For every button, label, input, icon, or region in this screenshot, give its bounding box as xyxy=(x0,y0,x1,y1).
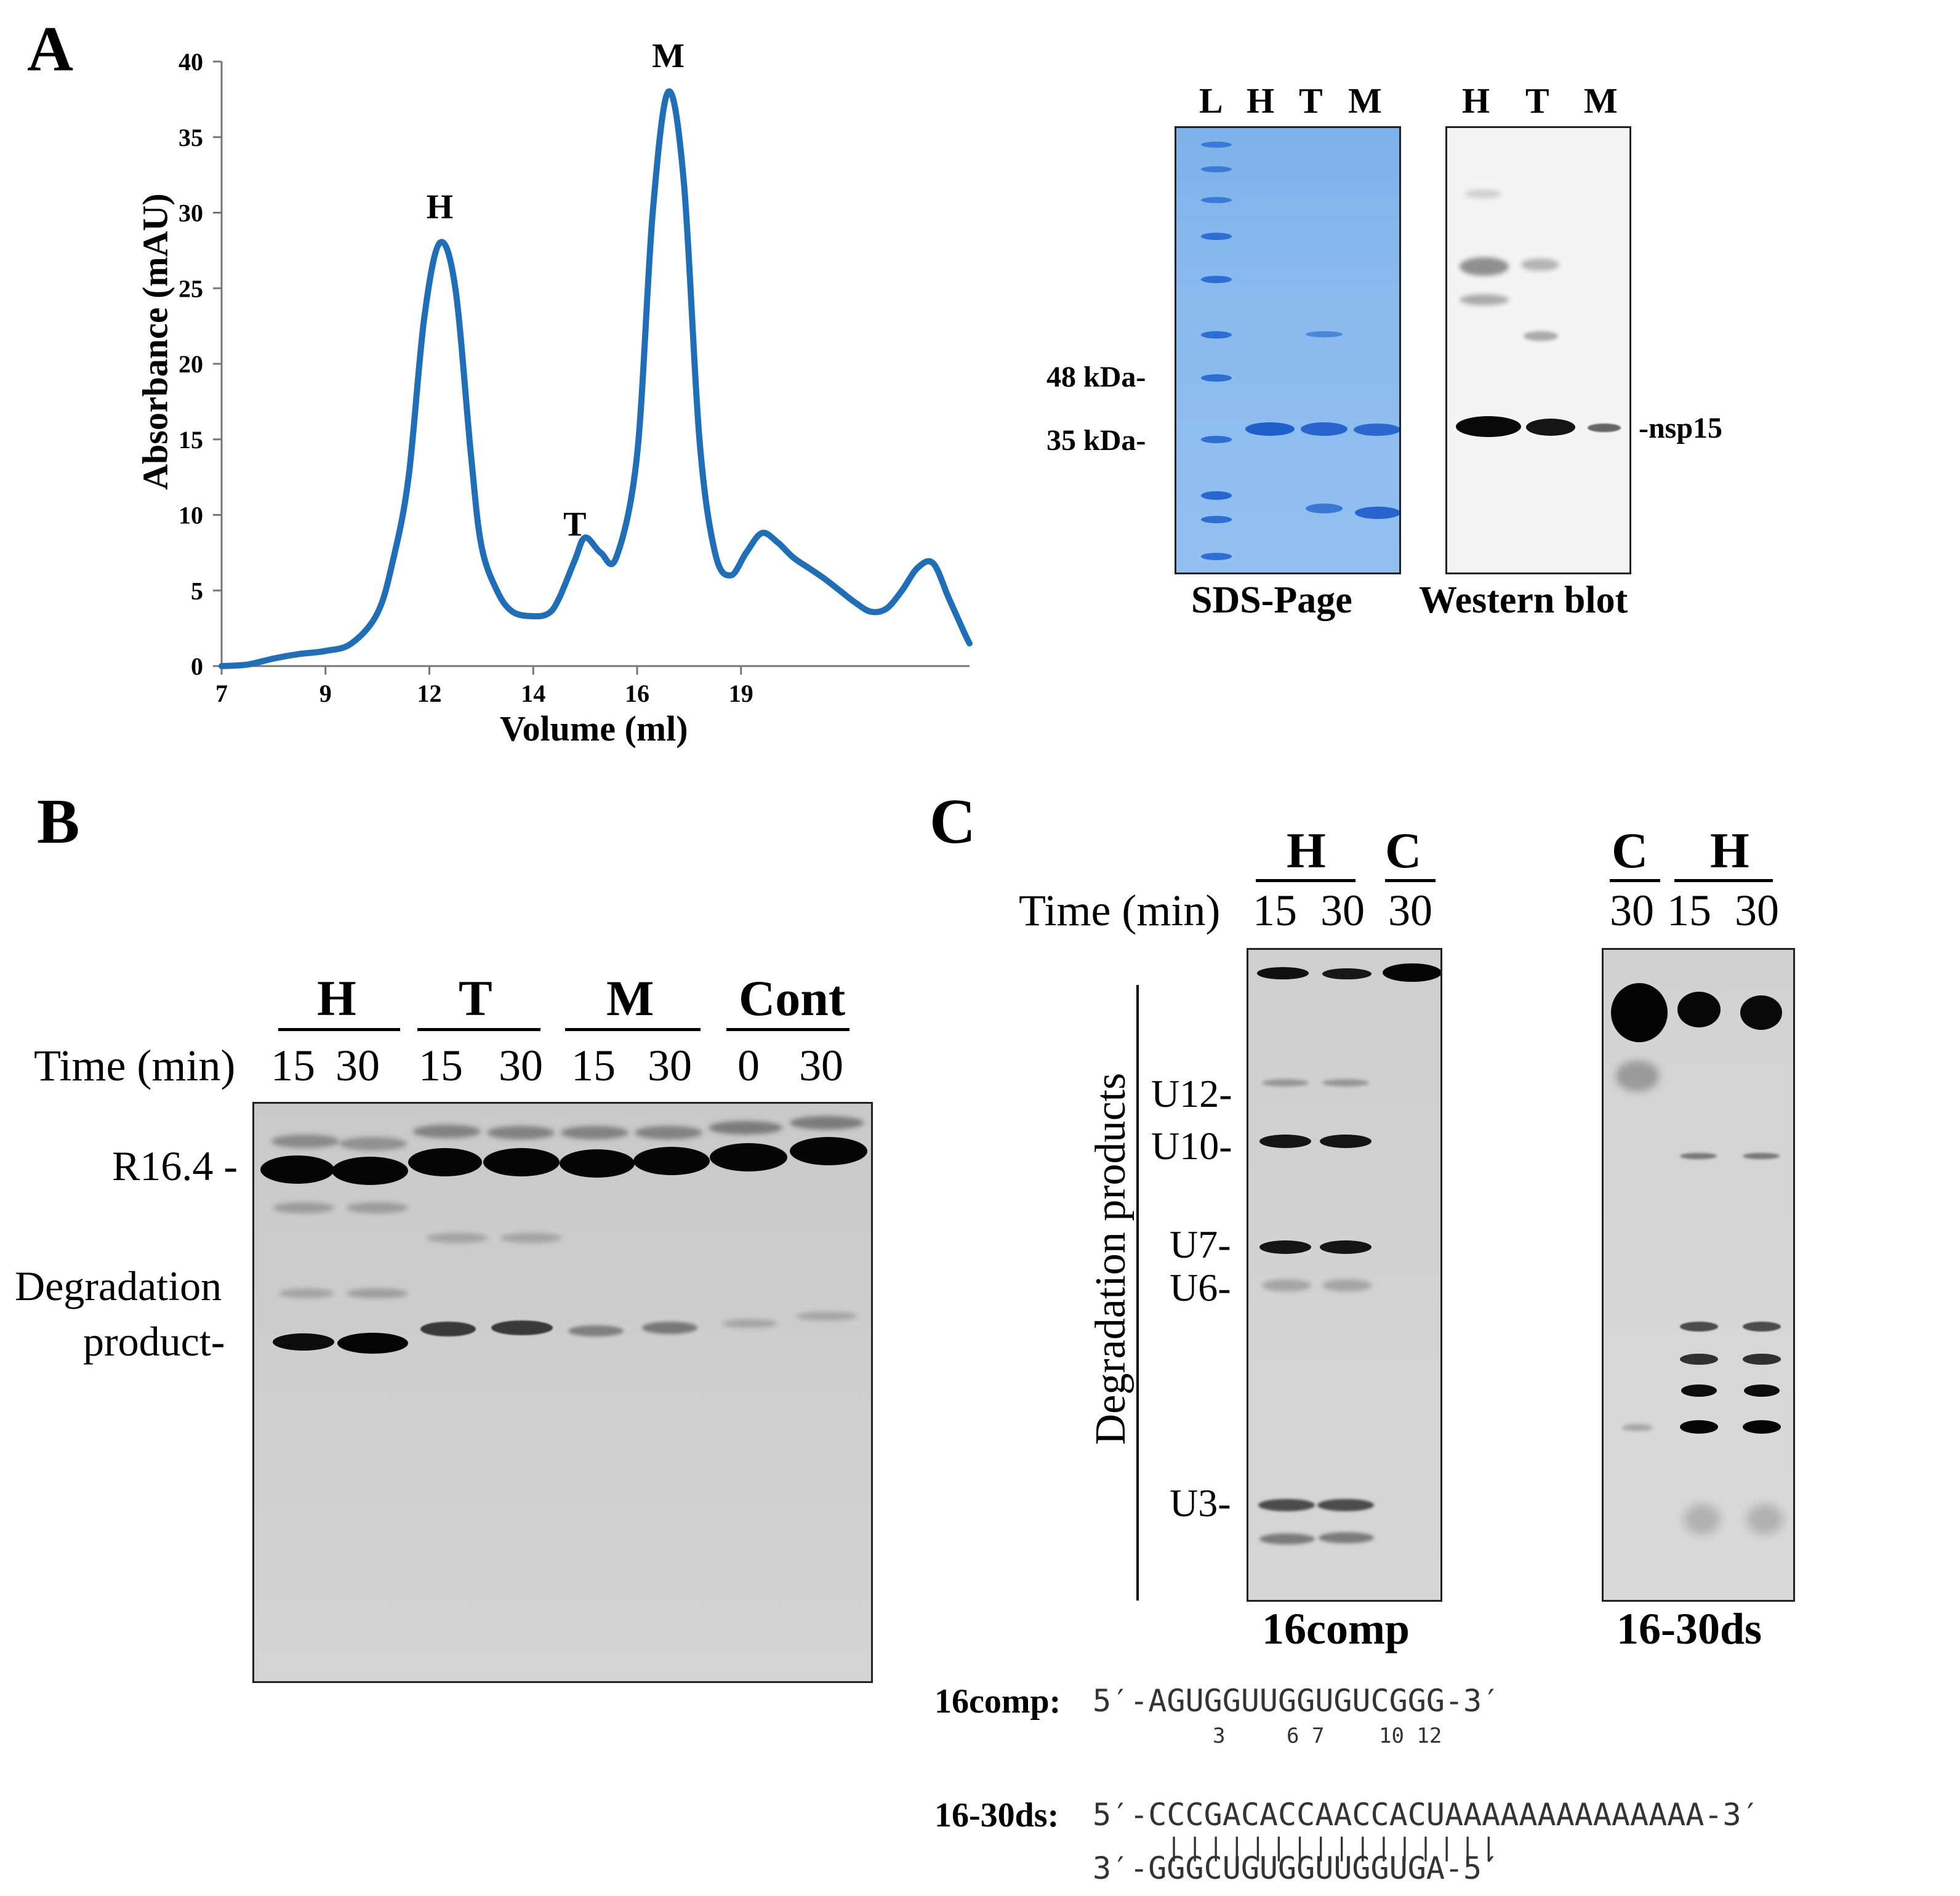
time-value: 30 xyxy=(335,1041,380,1090)
time-value: 15 xyxy=(419,1041,463,1090)
wb-lane-label: T xyxy=(1525,81,1549,121)
x-tick-label: 19 xyxy=(729,680,753,707)
seq-16comp: 5′-AGUGGUUGGUGUCGGG-3′ xyxy=(1093,1683,1501,1719)
gel2-group-c: C xyxy=(1612,822,1649,878)
seq-16-30ds-bottom: 3′-GGGCUGUGGUUGGUGA-5′ xyxy=(1093,1850,1501,1886)
sds-page-gel xyxy=(1175,126,1401,574)
time-value: 30 xyxy=(499,1041,543,1090)
y-tick-label: 10 xyxy=(179,502,203,529)
group-underline xyxy=(726,1028,849,1031)
degradation-label-line1: Degradation xyxy=(15,1263,222,1309)
gel-caption-16comp: 16comp xyxy=(1262,1604,1410,1653)
western-blot-caption: Western blot xyxy=(1419,579,1628,621)
y-tick-label: 30 xyxy=(179,199,203,227)
time-value: 0 xyxy=(737,1041,760,1090)
marker-48kda: 48 kDa- xyxy=(1046,361,1146,393)
sds-page-caption: SDS-Page xyxy=(1191,579,1352,621)
wb-lane-label: M xyxy=(1584,81,1618,121)
time-label: Time (min) xyxy=(34,1041,236,1090)
gel-caption-16-30ds: 16-30ds xyxy=(1617,1604,1762,1653)
time-value: 15 xyxy=(571,1041,616,1090)
group-underline xyxy=(1385,879,1436,882)
bracket-line xyxy=(1136,985,1139,1601)
group-label-cont: Cont xyxy=(739,970,846,1026)
seq-label-16comp: 16comp: xyxy=(934,1682,1061,1721)
sds-lane-label: T xyxy=(1299,81,1323,121)
chart-peak-labels: H T M xyxy=(427,37,685,544)
peak-label: T xyxy=(563,505,586,544)
time-value: 15 xyxy=(1253,886,1297,935)
group-underline xyxy=(565,1028,701,1031)
y-tick-label: 0 xyxy=(191,653,203,680)
group-label-t: T xyxy=(459,970,492,1026)
time-value: 30 xyxy=(1610,886,1654,935)
gel1-group-c: C xyxy=(1385,822,1422,878)
y-tick-label: 20 xyxy=(179,350,203,378)
sds-lane-label: L xyxy=(1199,81,1223,121)
group-underline xyxy=(1256,879,1356,882)
x-tick-label: 14 xyxy=(521,680,545,707)
seq-position: 6 7 xyxy=(1287,1724,1325,1748)
x-tick-label: 9 xyxy=(319,680,332,707)
x-tick-label: 7 xyxy=(215,680,228,707)
time-value: 15 xyxy=(271,1041,315,1090)
gel-16-30ds xyxy=(1602,948,1795,1602)
y-tick-label: 15 xyxy=(179,426,203,454)
group-label-m: M xyxy=(606,970,654,1026)
group-underline xyxy=(278,1028,400,1031)
sds-lane-label: H xyxy=(1247,81,1275,121)
x-tick-label: 12 xyxy=(417,680,442,707)
y-tick-label: 35 xyxy=(179,124,203,151)
time-value: 30 xyxy=(1735,886,1779,935)
peak-label: H xyxy=(427,188,454,227)
group-underline xyxy=(417,1028,540,1031)
panel-a-letter: A xyxy=(27,14,74,84)
y-tick-label: 5 xyxy=(191,577,203,605)
panel-c-letter: C xyxy=(930,786,976,857)
degradation-label-line2: product- xyxy=(83,1318,225,1365)
chromatogram-chart: 0 5 10 15 20 25 30 35 40 7 9 12 14 16 19 H T M xyxy=(179,37,973,707)
x-tick-label: 16 xyxy=(625,680,649,707)
gel2-group-h: H xyxy=(1710,822,1749,878)
sds-lane-label: M xyxy=(1348,81,1382,121)
chart-x-ticks: 7 9 12 14 16 19 xyxy=(215,666,753,707)
y-tick-label: 25 xyxy=(179,275,203,302)
time-value: 15 xyxy=(1667,886,1711,935)
group-underline xyxy=(1674,879,1773,882)
chart-y-ticks: 0 5 10 15 20 25 30 35 40 xyxy=(179,48,222,680)
marker-u6: U6- xyxy=(1170,1266,1231,1309)
y-tick-label: 40 xyxy=(179,48,203,76)
time-value: 30 xyxy=(1320,886,1365,935)
time-value: 30 xyxy=(1388,886,1432,935)
group-underline xyxy=(1610,879,1660,882)
chart-axes xyxy=(220,62,970,667)
chart-y-axis-label: Absorbance (mAU) xyxy=(135,193,175,490)
degradation-products-label: Degradation products xyxy=(1087,1072,1135,1445)
seq-position: 10 12 xyxy=(1379,1724,1442,1748)
chart-x-axis-label: Volume (ml) xyxy=(500,709,688,749)
peak-label: M xyxy=(652,37,685,75)
western-blot-gel xyxy=(1445,126,1631,574)
substrate-label: R16.4 - xyxy=(112,1143,238,1189)
marker-u12: U12- xyxy=(1151,1072,1232,1115)
gel-16comp xyxy=(1247,948,1442,1602)
seq-position: 3 xyxy=(1213,1724,1226,1748)
time-value: 30 xyxy=(648,1041,692,1090)
nsp15-label: -nsp15 xyxy=(1639,412,1723,444)
seq-base-pairs: |||||||||||||||| xyxy=(1167,1833,1503,1862)
gel1-group-h: H xyxy=(1287,822,1326,878)
time-label: Time (min) xyxy=(1019,886,1221,935)
marker-35kda: 35 kDa- xyxy=(1046,424,1146,457)
marker-u3: U3- xyxy=(1170,1481,1231,1525)
wb-lane-label: H xyxy=(1462,81,1490,121)
marker-u10: U10- xyxy=(1151,1124,1232,1168)
panel-b-gel xyxy=(252,1102,873,1683)
panel-b-letter: B xyxy=(37,786,80,857)
seq-16-30ds-top: 5′-CCCGACACCAACCACUAAAAAAAAAAAAAA-3′ xyxy=(1093,1797,1760,1833)
time-value: 30 xyxy=(799,1041,843,1090)
chart-line-series xyxy=(219,88,973,669)
group-label-h: H xyxy=(317,970,356,1026)
marker-u7: U7- xyxy=(1170,1223,1231,1266)
seq-label-16-30ds: 16-30ds: xyxy=(934,1796,1059,1834)
